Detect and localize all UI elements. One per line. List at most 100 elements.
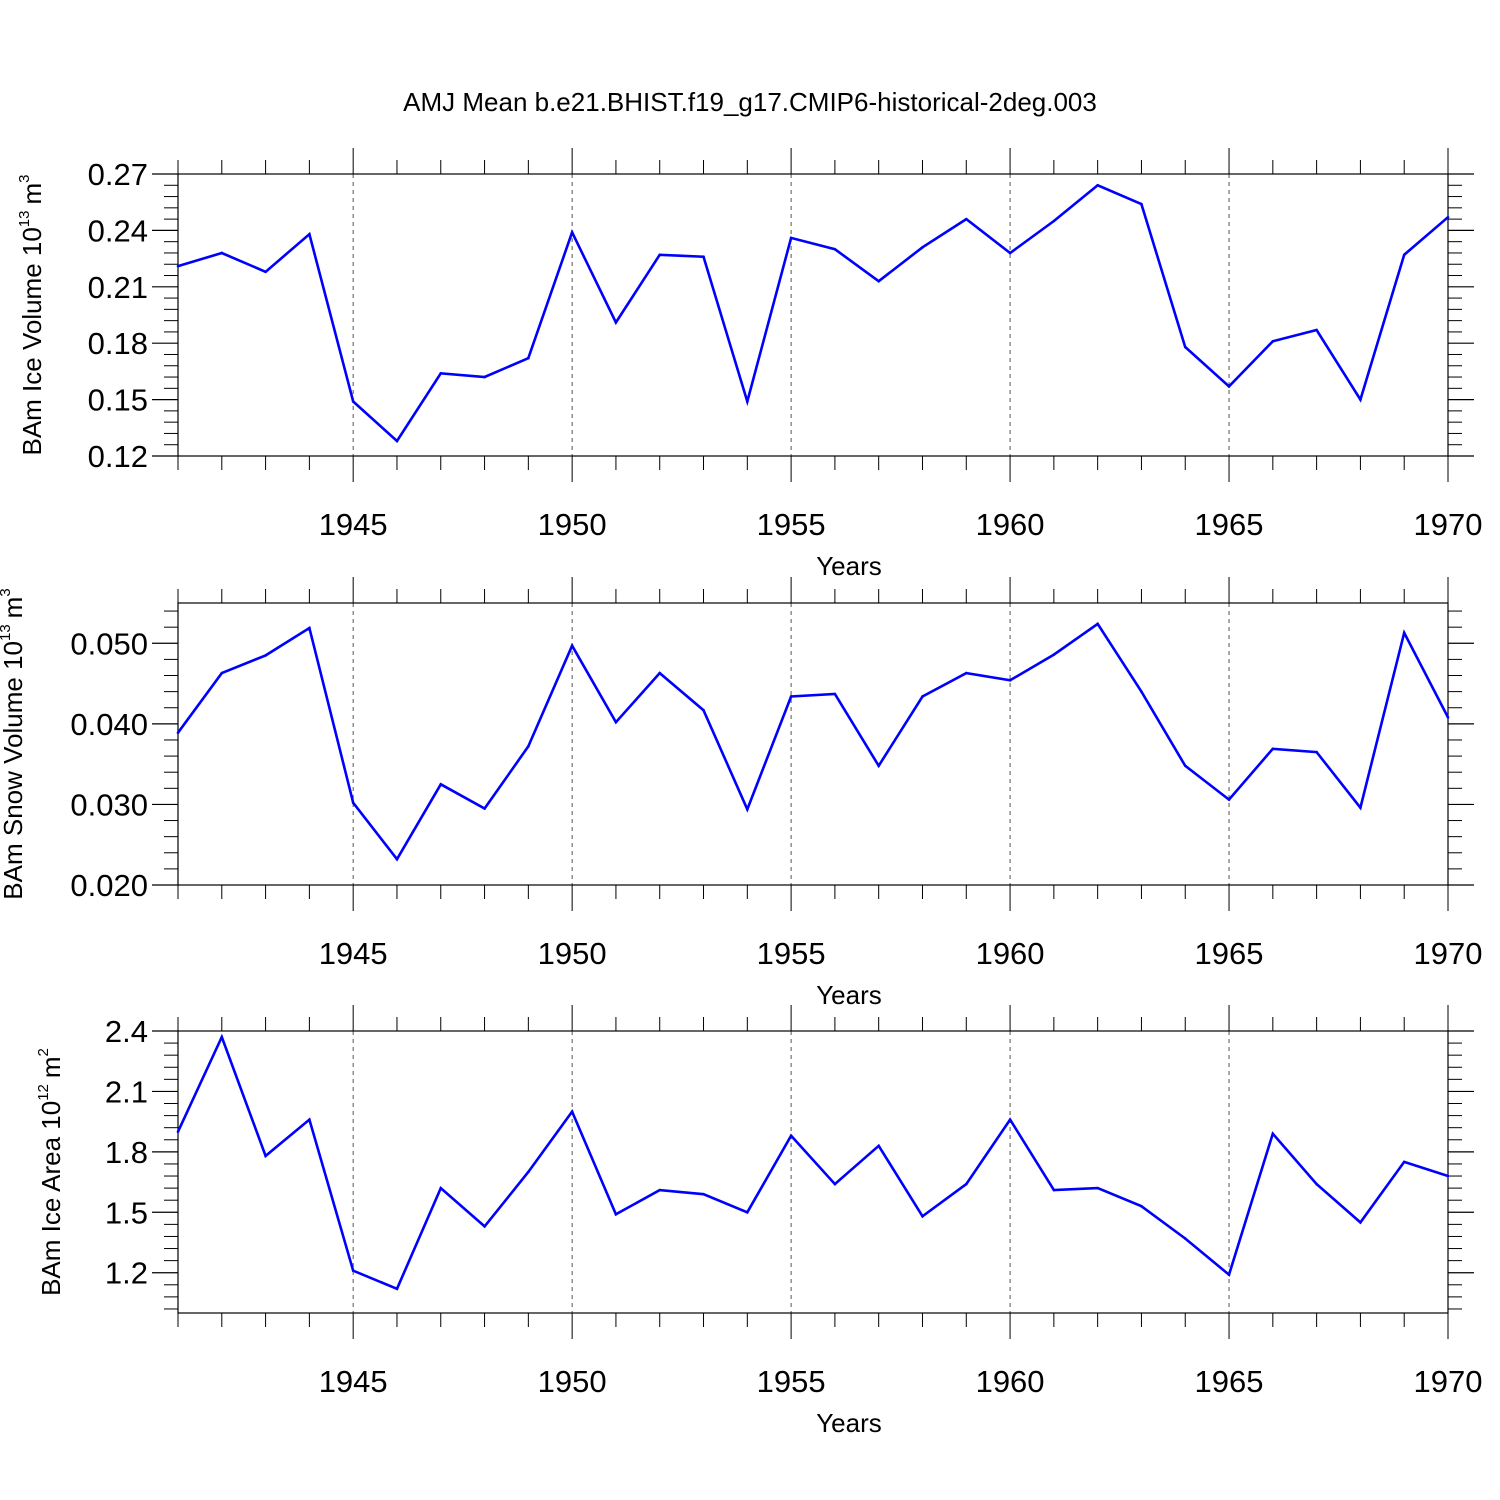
y-tick-label: 1.2: [105, 1256, 148, 1291]
data-point: [176, 264, 180, 268]
y-axis-label-exponent: 13: [16, 210, 33, 227]
data-point: [483, 375, 486, 379]
data-point: [1402, 253, 1406, 257]
data-point: [1008, 251, 1012, 255]
x-tick-label: 1955: [757, 1364, 826, 1399]
data-point: [176, 731, 180, 735]
data-point: [483, 1225, 486, 1228]
data-point: [1183, 1237, 1187, 1240]
y-axis-label-unit-exponent: 3: [16, 174, 33, 182]
y-tick-label: 0.24: [88, 213, 148, 248]
data-point: [1052, 653, 1056, 656]
data-point: [614, 1213, 618, 1216]
x-tick-label: 1965: [1195, 507, 1264, 542]
x-tick-label: 1960: [976, 507, 1045, 542]
data-point: [264, 654, 267, 657]
data-point: [1096, 183, 1099, 187]
y-tick-label: 2.4: [105, 1014, 148, 1049]
data-point: [439, 1186, 443, 1190]
data-point: [921, 1215, 924, 1218]
data-point: [614, 321, 618, 324]
y-tick-label: 2.1: [105, 1074, 148, 1109]
plot-frame: [177, 602, 1449, 886]
data-point: [220, 671, 224, 675]
data-point: [439, 782, 443, 786]
data-point: [1402, 1160, 1406, 1164]
data-point: [395, 439, 399, 443]
x-tick-label: 1965: [1195, 936, 1264, 971]
y-tick-label: 0.040: [70, 707, 148, 742]
x-tick-label: 1945: [319, 1364, 388, 1399]
data-point: [483, 807, 486, 810]
data-point: [1359, 1221, 1362, 1224]
y-tick-label: 0.27: [88, 157, 148, 192]
data-point: [1271, 1132, 1275, 1136]
data-point: [1446, 1174, 1450, 1178]
data-point: [308, 626, 311, 630]
data-point: [702, 1192, 705, 1196]
data-point: [746, 807, 749, 811]
data-point: [351, 400, 355, 403]
data-point: [176, 1130, 180, 1134]
x-axis-label: Years: [816, 551, 882, 581]
data-point: [789, 1134, 793, 1138]
y-axis-label-unit-exponent: 3: [0, 588, 14, 596]
data-point: [1008, 679, 1012, 682]
y-tick-label: 0.18: [88, 326, 148, 361]
data-point: [789, 236, 793, 240]
data-point: [570, 644, 574, 648]
data-point: [1315, 1182, 1318, 1186]
data-point: [395, 1287, 399, 1291]
data-point: [1315, 750, 1318, 754]
y-axis-label-text: BAm Ice Volume 10: [17, 227, 47, 455]
data-point: [1446, 716, 1450, 719]
data-point: [351, 801, 355, 805]
plot-frame: [177, 173, 1449, 457]
x-tick-label: 1960: [976, 1364, 1045, 1399]
y-tick-label: 0.030: [70, 787, 148, 822]
data-point: [1140, 1204, 1143, 1208]
data-point: [614, 720, 618, 724]
data-point: [964, 1182, 968, 1186]
y-tick-label: 0.12: [88, 439, 148, 474]
x-tick-label: 1970: [1414, 1364, 1483, 1399]
data-point: [658, 671, 662, 675]
data-point: [527, 1170, 530, 1174]
data-point: [1052, 1188, 1056, 1192]
x-tick-label: 1965: [1195, 1364, 1264, 1399]
y-axis-label-text: BAm Ice Area 10: [36, 1101, 66, 1296]
data-point: [1446, 215, 1450, 219]
series-line: [176, 1033, 1449, 1291]
data-point: [877, 279, 880, 283]
data-point: [1096, 622, 1099, 626]
data-point: [702, 255, 705, 259]
data-point: [658, 253, 662, 257]
x-tick-label: 1945: [319, 507, 388, 542]
x-axis-label: Years: [816, 1408, 882, 1438]
data-point: [658, 1188, 662, 1192]
x-tick-label: 1950: [538, 936, 607, 971]
data-point: [264, 1154, 267, 1158]
data-point: [527, 745, 530, 748]
y-tick-label: 0.21: [88, 270, 148, 305]
data-point: [833, 1182, 837, 1186]
y-axis-label-unit: m: [0, 597, 28, 619]
y-tick-label: 0.050: [70, 626, 148, 661]
data-point: [1008, 1118, 1012, 1121]
data-point: [1140, 690, 1143, 693]
data-point: [1227, 1273, 1231, 1277]
data-point: [351, 1269, 355, 1272]
data-point: [308, 1118, 311, 1121]
y-axis-label-exponent: 13: [0, 624, 14, 641]
x-tick-label: 1970: [1414, 507, 1483, 542]
data-point: [1271, 747, 1275, 751]
x-tick-label: 1960: [976, 936, 1045, 971]
figure-title: AMJ Mean b.e21.BHIST.f19_g17.CMIP6-histo…: [403, 87, 1097, 117]
y-tick-label: 1.5: [105, 1195, 148, 1230]
data-point: [1271, 340, 1275, 343]
panels: 0.12 0.15 0.18 0.21 0.24 0.27 1945 1950 1955 1960…: [0, 148, 1482, 1438]
x-tick-label: 1955: [757, 936, 826, 971]
data-point: [1227, 798, 1231, 801]
x-tick-label: 1970: [1414, 936, 1483, 971]
series-line: [176, 622, 1450, 862]
